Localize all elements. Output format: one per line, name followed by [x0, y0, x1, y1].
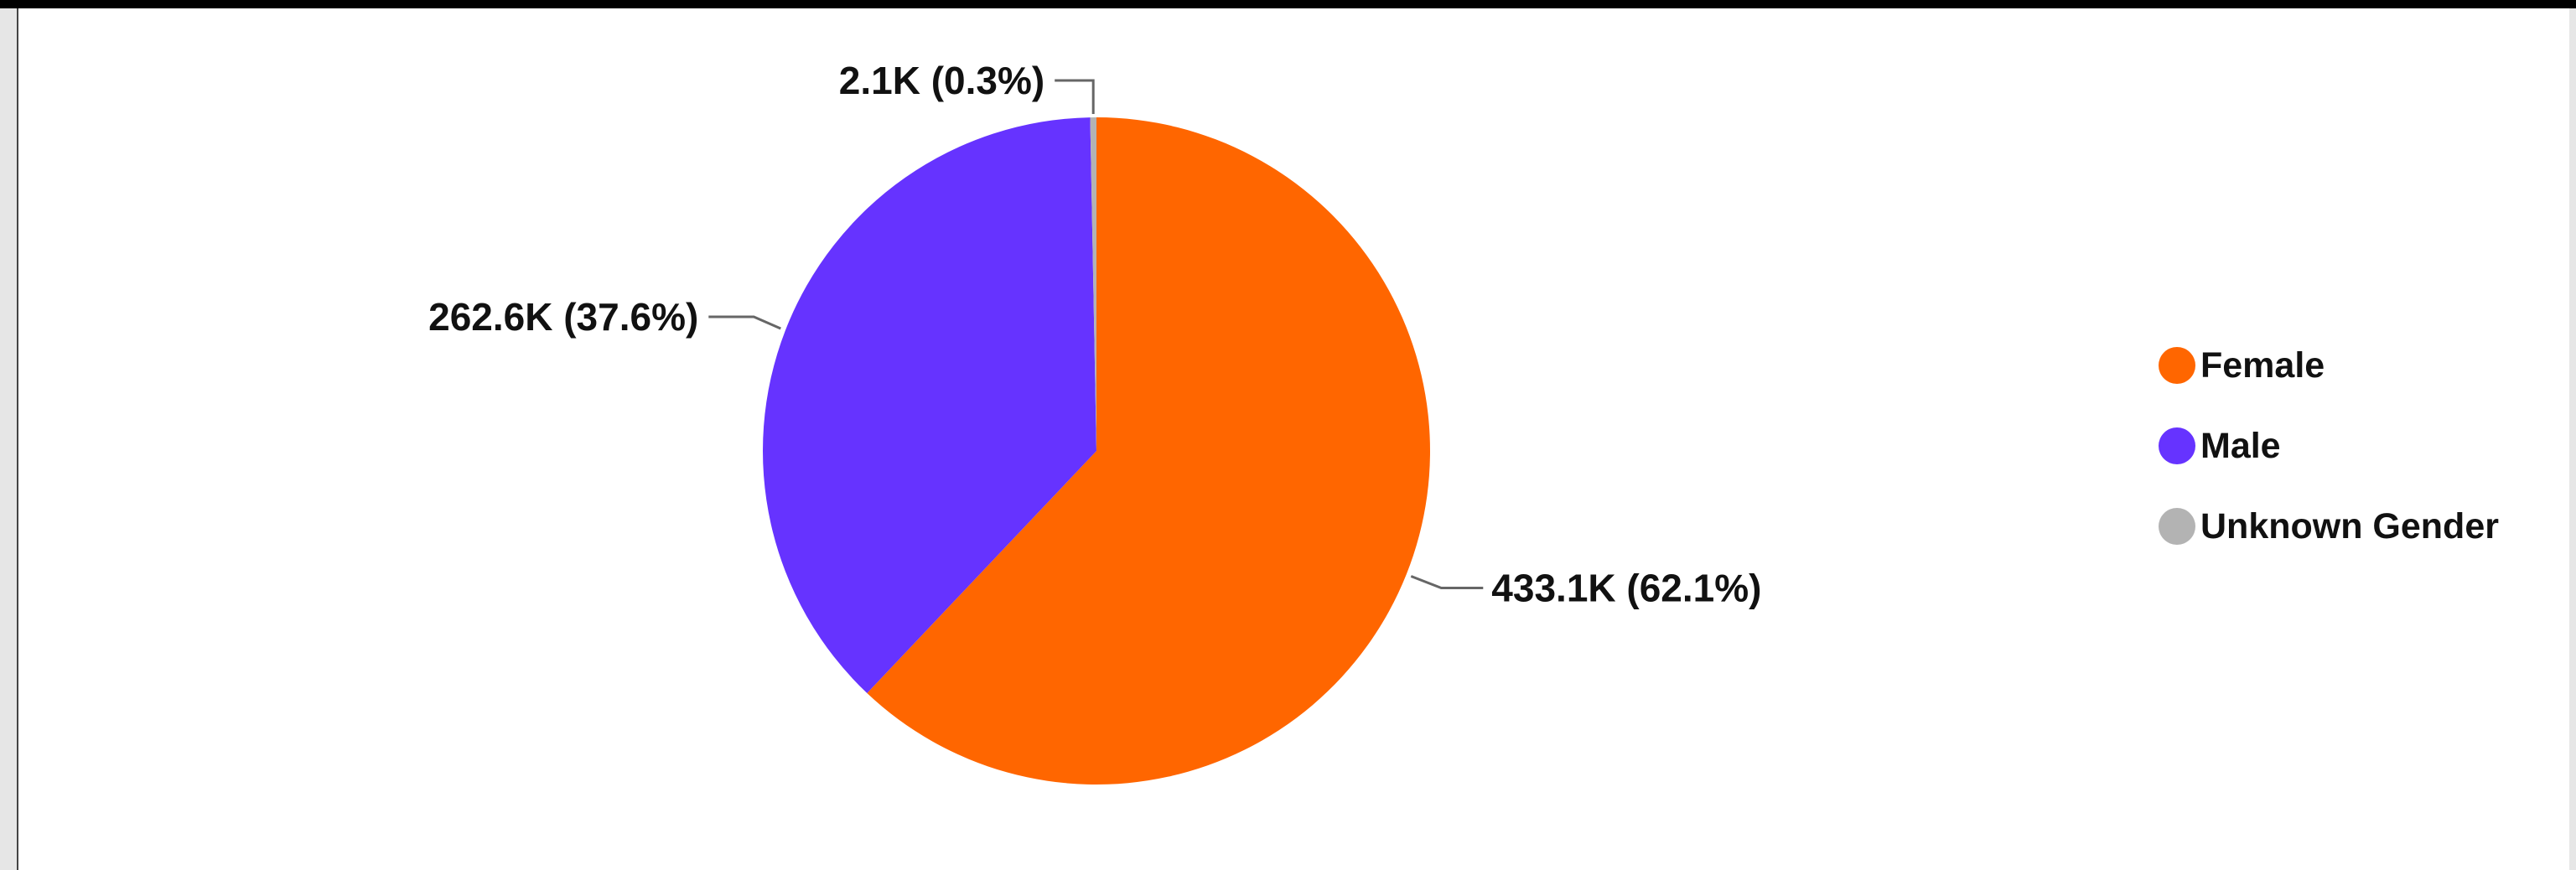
leader-lines: [708, 79, 1484, 589]
data-label-unknown-gender: 2.1K (0.3%): [839, 59, 1044, 102]
leader-line-female: [1410, 575, 1484, 589]
pie-slice-female[interactable]: [867, 117, 1430, 785]
legend: Female Male Unknown Gender: [2159, 345, 2561, 587]
data-label-male: 262.6K (37.6%): [428, 295, 698, 339]
leader-line-male: [708, 315, 781, 330]
pie-slice-unknown-gender[interactable]: [1090, 117, 1096, 451]
legend-label: Female: [2200, 344, 2325, 386]
legend-item-male[interactable]: Male: [2159, 426, 2561, 466]
data-labels: 433.1K (62.1%) 262.6K (37.6%) 2.1K (0.3%…: [428, 59, 1761, 610]
legend-swatch-male: [2159, 427, 2195, 464]
legend-item-female[interactable]: Female: [2159, 345, 2561, 386]
legend-swatch-unknown-gender: [2159, 508, 2195, 545]
legend-label: Unknown Gender: [2200, 505, 2499, 546]
legend-item-unknown-gender[interactable]: Unknown Gender: [2159, 506, 2561, 546]
top-border: [0, 0, 2576, 8]
right-gutter: [2569, 8, 2576, 870]
legend-label: Male: [2200, 425, 2281, 466]
left-gutter: [0, 8, 18, 870]
legend-swatch-female: [2159, 347, 2195, 384]
data-label-female: 433.1K (62.1%): [1491, 567, 1761, 610]
leader-line-unknown-gender: [1055, 79, 1095, 114]
pie-slice-male[interactable]: [762, 117, 1096, 693]
pie-slices: [762, 117, 1430, 785]
